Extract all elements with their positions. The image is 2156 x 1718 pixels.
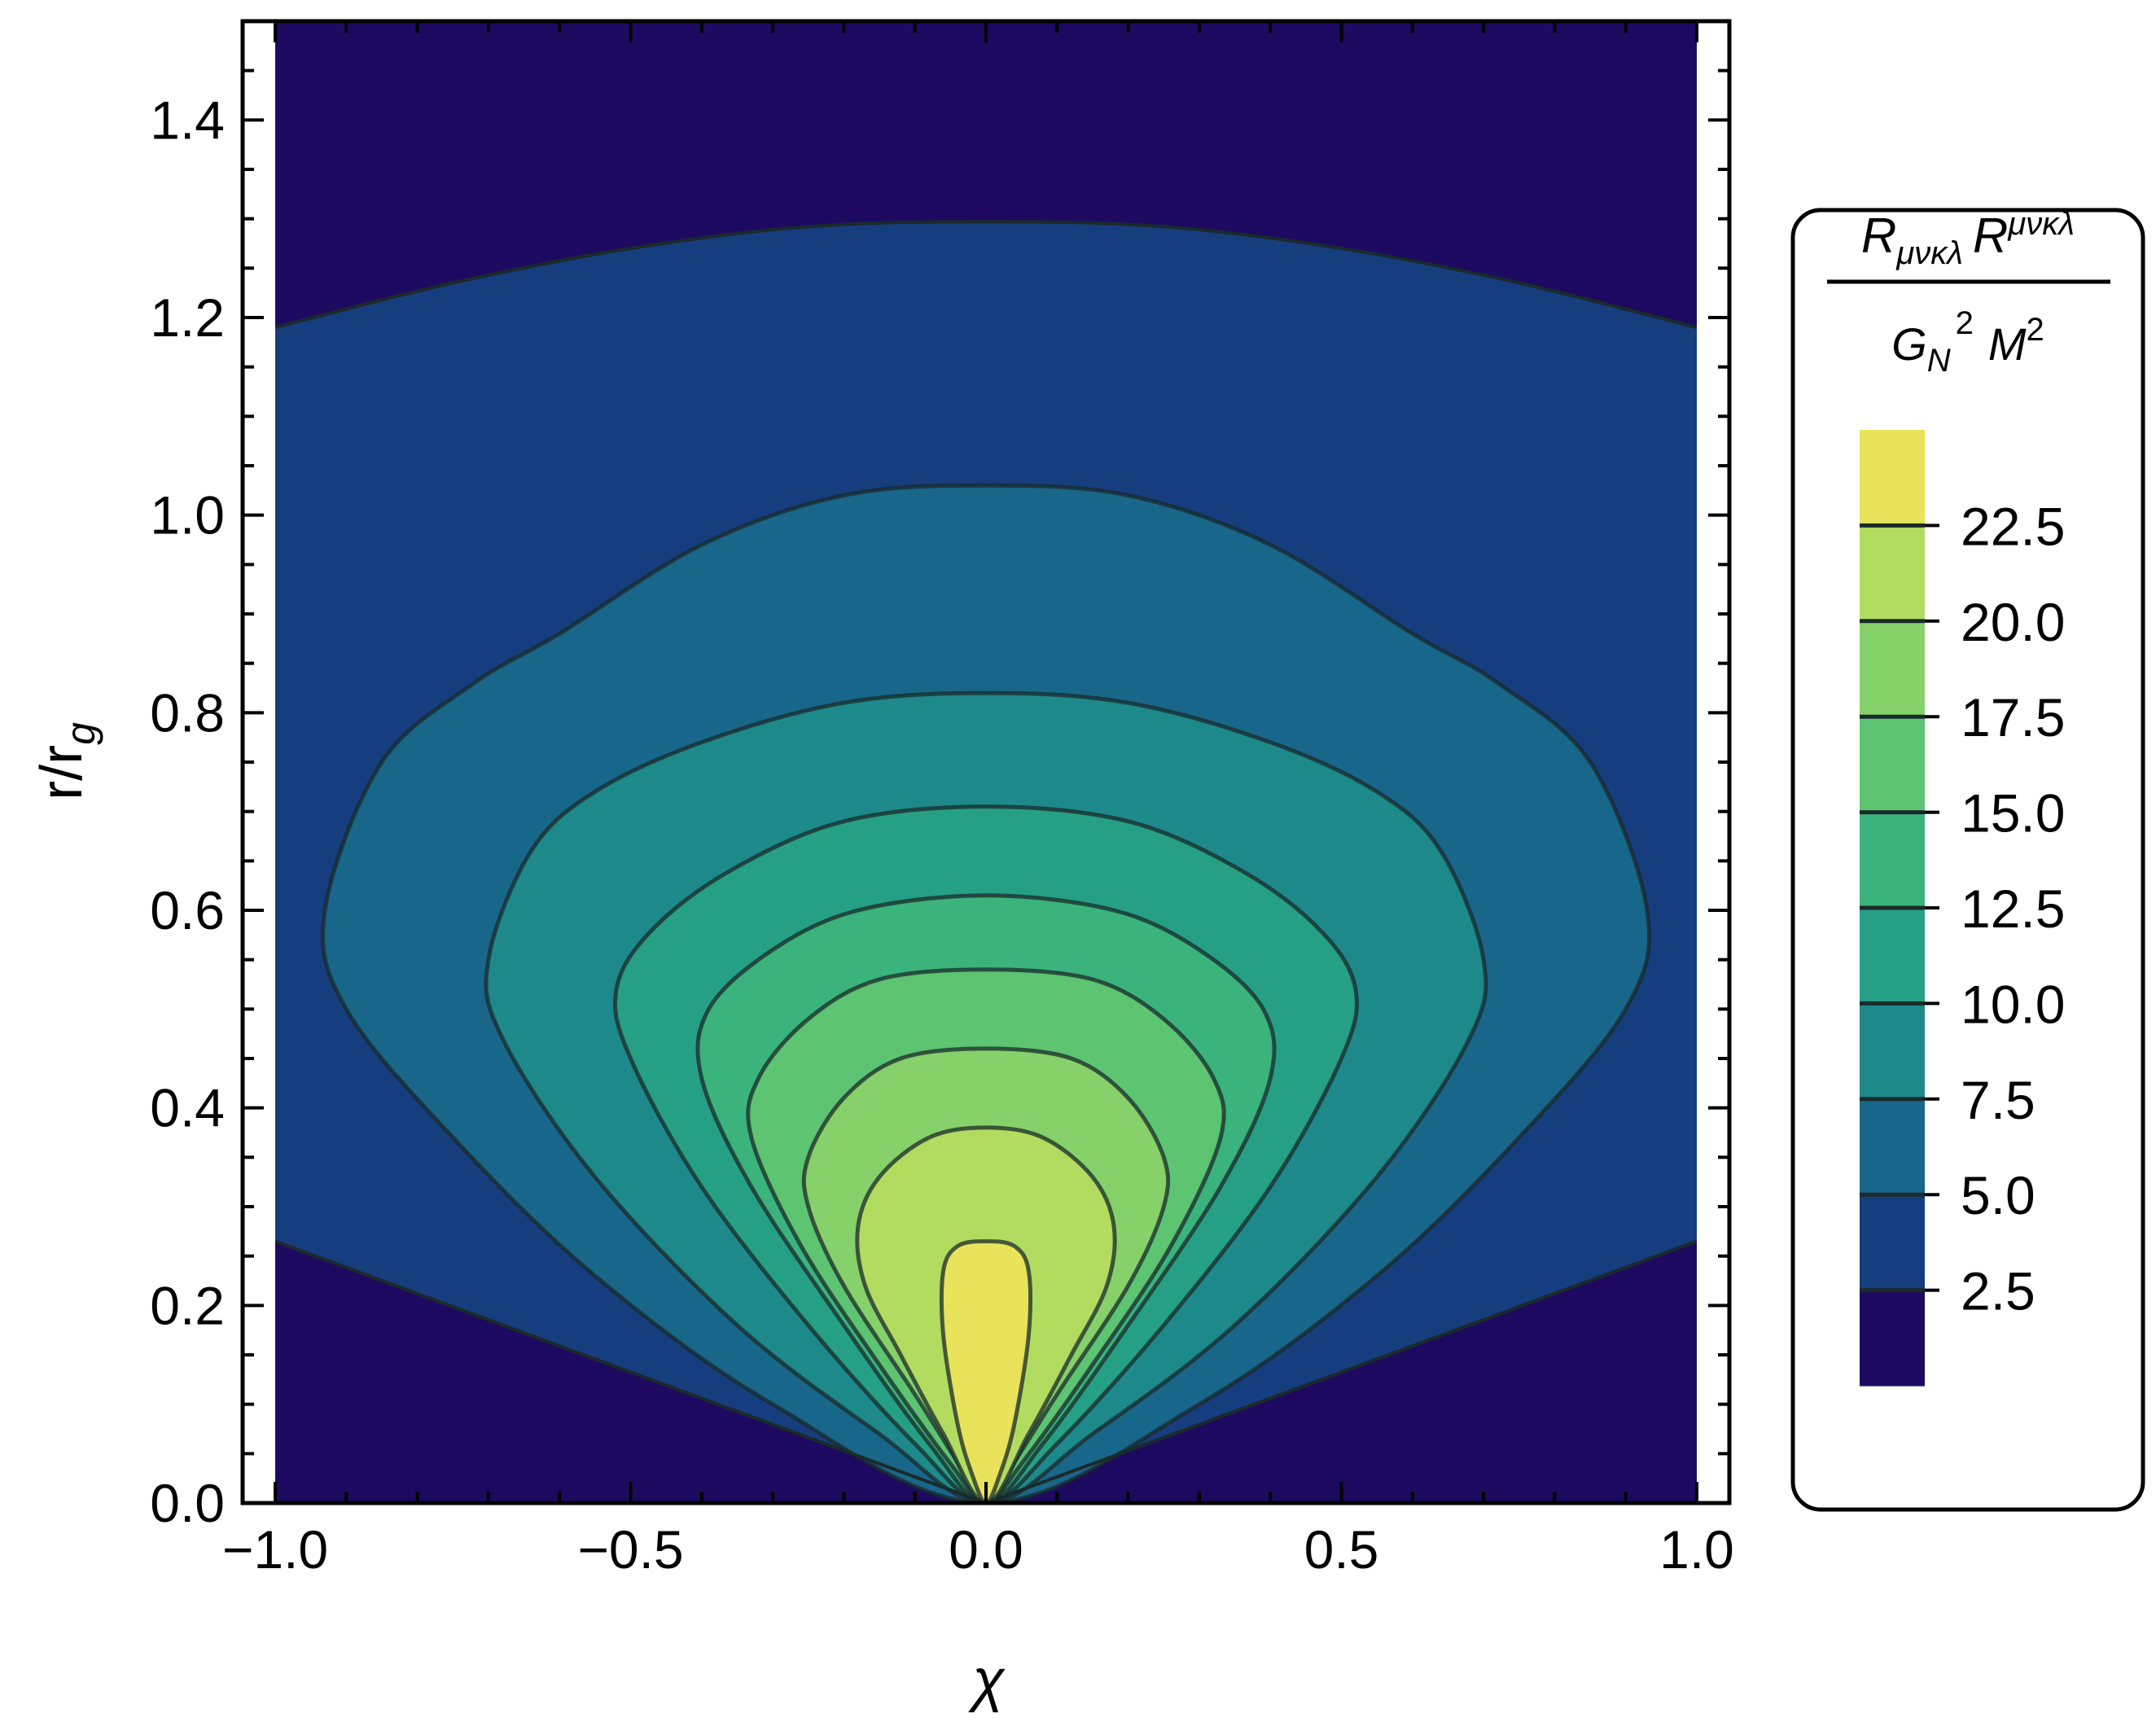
- band-9-level-22.5: [939, 1239, 1033, 1503]
- legend-title-denominator-m: M: [1988, 318, 2027, 370]
- legend-title-denominator-m-exp: 2: [2027, 312, 2044, 348]
- colorbar-label: 7.5: [1961, 1070, 2035, 1130]
- y-axis-title: r/rg: [29, 722, 103, 800]
- colorbar-label: 20.0: [1961, 592, 2065, 652]
- colorbar-band: [1860, 717, 1925, 813]
- colorbar-label: 10.0: [1961, 974, 2065, 1034]
- colorbar-band: [1860, 525, 1925, 622]
- contour-line-2.5-bottom: [275, 1239, 1697, 1503]
- colorbar-label: 5.0: [1961, 1165, 2035, 1225]
- x-tick-label: −1.0: [222, 1519, 328, 1580]
- y-tick-label: 0.2: [150, 1275, 225, 1335]
- svg-text:r/rg: r/rg: [29, 722, 103, 800]
- y-axis-title-subscript: g: [58, 722, 103, 745]
- contour-bands: [275, 21, 1697, 1503]
- colorbar-band: [1860, 1290, 1925, 1387]
- colorbar: [1860, 430, 1939, 1387]
- x-tick-label: −0.5: [577, 1519, 683, 1580]
- axis-ticks: [243, 20, 1729, 1505]
- x-tick-label: 1.0: [1659, 1519, 1734, 1580]
- legend-title-numerator-r: R: [1861, 208, 1896, 263]
- legend-title-numerator-sub: μνκλ: [1895, 235, 1963, 271]
- colorbar-label: 17.5: [1961, 687, 2065, 747]
- colorbar-band: [1860, 1194, 1925, 1291]
- colorbar-label: 22.5: [1961, 496, 2065, 556]
- x-tick-label: 0.5: [1304, 1519, 1379, 1580]
- colorbar-label: 2.5: [1961, 1261, 2035, 1321]
- y-axis-title-main: r/r: [29, 745, 94, 800]
- y-tick-label: 0.0: [150, 1473, 225, 1533]
- colorbar-label: 12.5: [1961, 879, 2065, 939]
- plot-area: −1.0 −0.5 0.0 0.5 1.0 0.0 0.2 0.4 0.6 0.8 1.0 1.2 1…: [150, 19, 1734, 1580]
- legend-title-denominator-sub: N: [1927, 343, 1951, 379]
- legend-title-numerator-r2: R: [1973, 208, 2008, 263]
- x-axis-title: χ: [967, 1648, 1006, 1713]
- y-tick-labels: 0.0 0.2 0.4 0.6 0.8 1.0 1.2 1.4: [150, 90, 225, 1533]
- legend-title: Rμνκλ Rμνκλ GN2 M2: [1827, 206, 2110, 379]
- colorbar-band: [1860, 430, 1925, 526]
- colorbar-labels: 22.5 20.0 17.5 15.0 12.5 10.0 7.5 5.0 2.5: [1961, 496, 2065, 1321]
- y-tick-label: 0.8: [150, 682, 225, 743]
- legend-title-numerator-sup: μνκλ: [2007, 206, 2075, 242]
- legend-title-denominator-exp: 2: [1956, 305, 1974, 341]
- colorbar-band: [1860, 908, 1925, 1004]
- colorbar-band: [1860, 620, 1925, 717]
- y-tick-label: 0.6: [150, 880, 225, 940]
- y-tick-label: 1.4: [150, 90, 225, 150]
- legend: Rμνκλ Rμνκλ GN2 M2 22.520.017.515.012.510.…: [1790, 206, 2145, 1512]
- colorbar-band: [1860, 1098, 1925, 1195]
- colorbar-band: [1860, 1003, 1925, 1100]
- contour-lines: [275, 220, 1697, 1503]
- contour-line-2.5-top: [275, 220, 1697, 330]
- y-tick-label: 0.4: [150, 1078, 225, 1138]
- x-tick-labels: −1.0 −0.5 0.0 0.5 1.0: [222, 1519, 1734, 1580]
- colorbar-label: 15.0: [1961, 783, 2065, 844]
- colorbar-band: [1860, 812, 1925, 909]
- legend-title-denominator-g: G: [1891, 318, 1927, 370]
- x-tick-label: 0.0: [949, 1519, 1023, 1580]
- y-tick-label: 1.2: [150, 287, 225, 348]
- y-tick-label: 1.0: [150, 485, 225, 546]
